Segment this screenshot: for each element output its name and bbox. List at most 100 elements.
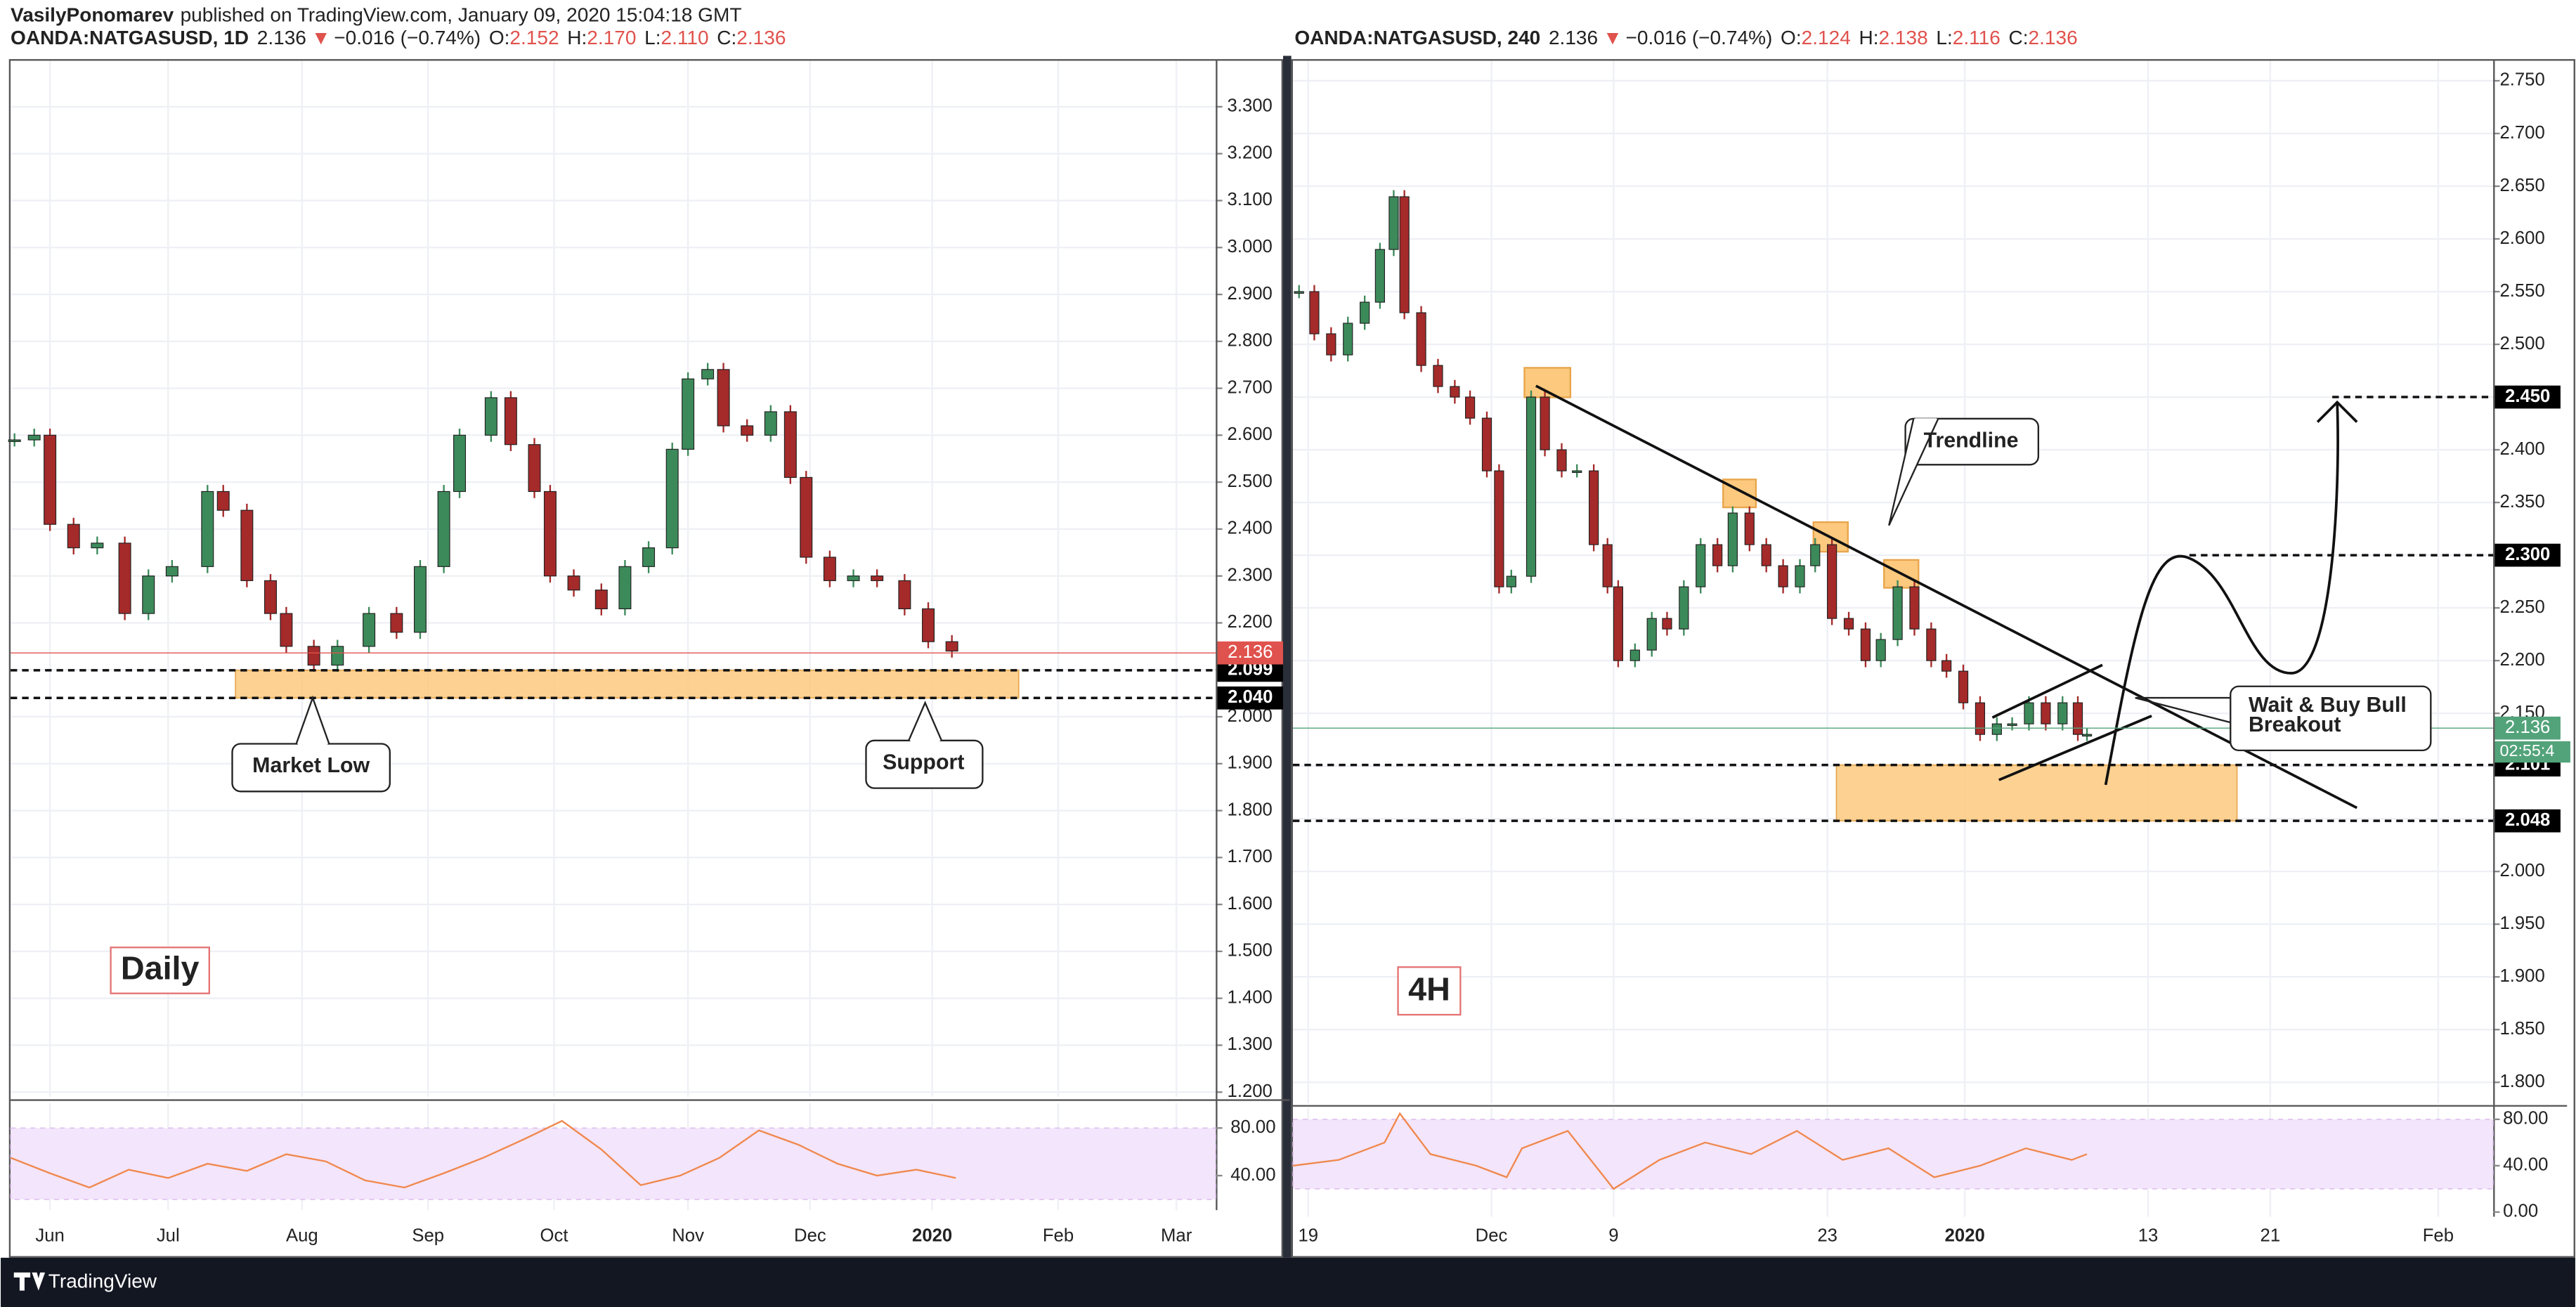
ohlc-key: O:: [489, 27, 510, 48]
x-tick-label: 19: [1298, 1225, 1318, 1245]
candle-body: [1810, 544, 1821, 566]
candle-body: [1326, 333, 1336, 356]
candle-body: [1506, 576, 1516, 587]
candle-body: [1481, 417, 1492, 472]
annotation: Market Low: [252, 754, 370, 777]
candle-body: [67, 524, 80, 549]
candle-body: [1556, 449, 1567, 472]
y-tick-label: 2.700: [1228, 377, 1273, 397]
candle-body: [1892, 586, 1903, 640]
y-tick-label: 2.250: [2499, 597, 2544, 617]
candle-body: [717, 369, 730, 427]
candle-body: [1696, 544, 1706, 587]
legend: OANDA:NATGASUSD, 1D 2.136 ▼ −0.016 (−0.74%)…: [11, 27, 786, 48]
candle-body: [453, 434, 467, 493]
candle-body: [1294, 291, 1304, 294]
x-tick-label: Feb: [2423, 1225, 2454, 1245]
candle-body: [1433, 365, 1443, 387]
candle-body: [1761, 544, 1771, 566]
y-tick-label: 3.200: [1228, 143, 1273, 162]
y-tick-label: 1.600: [1228, 894, 1273, 913]
level-label: 2.450: [2505, 386, 2550, 406]
ohlc-value: 2.136: [2029, 27, 2078, 48]
candle-body: [1526, 396, 1537, 577]
candle-body: [2057, 702, 2068, 724]
candle-body: [142, 576, 155, 614]
candle-body: [307, 646, 320, 666]
y-tick-label: 2.500: [2499, 334, 2544, 353]
candle-body: [1860, 628, 1871, 661]
ohlc-key: H:: [567, 27, 587, 48]
y-tick-label: 2.700: [2499, 123, 2544, 143]
x-tick-label: Jun: [35, 1225, 64, 1245]
y-tick-label: 1.500: [1228, 941, 1273, 961]
x-tick-label: 9: [1608, 1225, 1618, 1245]
last-price-label: 2.136: [1228, 642, 1273, 662]
x-tick-label: Nov: [672, 1225, 704, 1245]
candle-body: [1958, 670, 1969, 703]
y-tick-label: 2.650: [2499, 176, 2544, 195]
y-tick-label: 3.300: [1228, 96, 1273, 116]
rsi-tick-label: 40.00: [2503, 1155, 2548, 1175]
candle-body: [1795, 565, 1805, 587]
candle-body: [898, 580, 911, 610]
candle-body: [1464, 396, 1476, 419]
symbol: OANDA:NATGASUSD, 240: [1294, 27, 1540, 48]
candle-body: [1399, 196, 1410, 313]
candle-body: [1343, 323, 1353, 356]
level-badge: [1217, 686, 1283, 710]
support-zone: [235, 670, 1020, 699]
candle-body: [847, 576, 860, 581]
x-tick-label: Oct: [540, 1225, 568, 1245]
rsi-tick-label: 40.00: [1230, 1165, 1275, 1185]
y-tick-label: 1.900: [2499, 966, 2544, 986]
last: 2.136: [1549, 27, 1598, 48]
rsi-tick-label: 0.00: [2503, 1202, 2538, 1221]
candle-body: [165, 566, 178, 577]
candle-body: [118, 542, 131, 614]
x-tick-label: 21: [2260, 1225, 2281, 1245]
candle-body: [1540, 396, 1550, 450]
candle-body: [1388, 196, 1399, 250]
candle-body: [1309, 291, 1320, 334]
candle-body: [2024, 702, 2034, 724]
y-tick-label: 2.400: [2499, 439, 2544, 459]
ohlc-key: L:: [644, 27, 661, 48]
countdown: 02:55:4: [2499, 741, 2554, 760]
y-tick-label: 2.400: [1228, 519, 1273, 538]
candle-body: [1991, 723, 2002, 735]
candle-body: [1360, 301, 1370, 324]
y-tick-label: 2.800: [1228, 331, 1273, 351]
panel-frame: [1291, 59, 2575, 1258]
ohlc-value: 2.138: [1879, 27, 1928, 48]
candle-body: [27, 434, 41, 441]
candle-body: [1727, 512, 1738, 566]
callout-box: [2230, 685, 2432, 752]
annotation: Daily: [121, 949, 200, 986]
y-tick-label: 2.350: [2499, 492, 2544, 512]
rsi-line: [1292, 1112, 2088, 1190]
candle-body: [528, 444, 541, 493]
down-arrow: ▼: [311, 27, 331, 48]
logo: [13, 1272, 46, 1291]
y-tick-label: 1.700: [1228, 847, 1273, 866]
candle-body: [1662, 618, 1672, 630]
y-tick-label: 1.900: [1228, 753, 1273, 773]
y-tick-label: 1.950: [2499, 913, 2544, 933]
candle-body: [1909, 586, 1920, 630]
panel-separator: [1282, 56, 1292, 1258]
candle-body: [44, 434, 57, 525]
down-arrow: ▼: [1603, 27, 1622, 48]
y-tick-label: 1.800: [1228, 800, 1273, 819]
candle-body: [1744, 512, 1755, 545]
candle-body: [2081, 734, 2093, 737]
header: VasilyPonomarev published on TradingView.…: [11, 4, 741, 26]
level-badge: [2494, 543, 2561, 567]
arrow-head: [2316, 400, 2358, 423]
candle-body: [800, 476, 813, 558]
last-price-label: 2.136: [2505, 717, 2550, 737]
last-price-badge: [1217, 641, 1283, 665]
candle-body: [665, 448, 679, 549]
x-tick-label: Aug: [286, 1225, 318, 1245]
ohlc-value: 2.170: [587, 27, 636, 48]
